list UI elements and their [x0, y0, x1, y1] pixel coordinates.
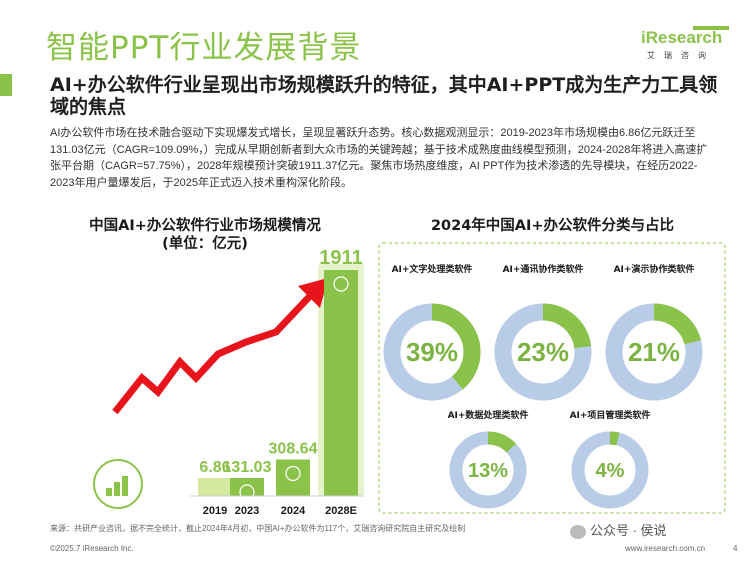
watermark: 公众号 · 侯说 [570, 520, 667, 539]
bar-value-label: 1911 [319, 250, 362, 269]
growth-arrow-head [298, 278, 328, 308]
donut-percent-label: 23% [517, 337, 569, 367]
donut-chart-title: 2024年中国AI+办公软件分类与占比 [430, 218, 675, 234]
donut-percent-label: 4% [596, 460, 625, 482]
slice-category-label: AI+文字处理类软件 [392, 263, 473, 275]
expand-icon [239, 484, 255, 500]
logo-name: iResearch [641, 28, 723, 47]
category-tick-label: 2028E [325, 505, 357, 517]
slice-category-label: AI+通讯协作类软件 [503, 263, 584, 275]
logo-accent-bar [693, 26, 729, 30]
market-size-bar-chart: 6.86 2019 131.03 2023 308.64 2024 1911 2028E [93, 250, 364, 517]
panel-border [378, 242, 726, 514]
headline: AI+办公软件行业呈现出市场规模跃升的特征，其中AI+PPT成为生产力工具领域的… [50, 74, 718, 118]
wechat-icon [570, 524, 586, 539]
expand-icon [285, 465, 301, 482]
bar [276, 459, 310, 496]
body-paragraph: AI办公软件市场在技术融合驱动下实现爆发式增长，呈现显著跃升态势。核心数据观测显… [50, 127, 708, 189]
slice-category-label: AI+演示协作类软件 [614, 263, 695, 275]
slice-category-label: AI+项目管理类软件 [570, 409, 651, 421]
page-title: 智能PPT行业发展背景 [46, 30, 362, 66]
source-note: 来源：共研产业咨讯，据不完全统计，截止2024年4月初，中国AI+办公软件为11… [50, 524, 466, 533]
bar-value-label: 308.64 [269, 440, 318, 457]
donut-slice [571, 431, 649, 509]
software-share-donut-panel: AI+文字处理类软件 39% AI+通讯协作类软件 23% AI+演示协作类软件 21% A… [378, 242, 726, 514]
bar-chart-subtitle: (单位：亿元) [162, 236, 248, 252]
growth-arrow [112, 278, 328, 415]
bar [324, 270, 358, 496]
bar [230, 478, 264, 496]
logo-subtitle: 艾瑞咨询 [647, 51, 715, 60]
headline-accent-bar [0, 74, 12, 96]
bar [198, 478, 232, 496]
chart-icon-bar [106, 488, 112, 496]
category-tick-label: 2024 [281, 505, 306, 517]
expand-icon [333, 276, 349, 292]
donut-slice [383, 303, 481, 401]
bar-chart-title: 中国AI+办公软件行业市场规模情况 [89, 218, 321, 234]
site-url: www.iresearch.com.cn [625, 544, 706, 553]
donut-percent-label: 21% [628, 337, 680, 367]
watermark-text: 公众号 · 侯说 [590, 523, 667, 538]
donut-slice [449, 431, 527, 509]
donut-slice [605, 303, 703, 401]
chart-icon-bar [122, 476, 128, 496]
donut-percent-label: 39% [406, 337, 458, 367]
slice-category-label: AI+数据处理类软件 [448, 409, 529, 421]
iresearch-logo: iResearch 艾瑞咨询 [641, 26, 733, 66]
category-tick-label: 2019 [203, 505, 227, 517]
page-number: 4 [733, 544, 738, 553]
donut-percent-label: 13% [468, 460, 508, 482]
chart-icon [93, 459, 143, 509]
category-tick-label: 2023 [235, 505, 259, 517]
donut-slice [494, 303, 592, 401]
chart-icon-bar [114, 482, 120, 496]
growth-arrow-line [112, 293, 313, 415]
bar-value-label: 6.86 [199, 459, 230, 476]
copyright: ©2025.7 iResearch Inc. [50, 544, 134, 553]
bar-value-label: 131.03 [223, 459, 272, 476]
